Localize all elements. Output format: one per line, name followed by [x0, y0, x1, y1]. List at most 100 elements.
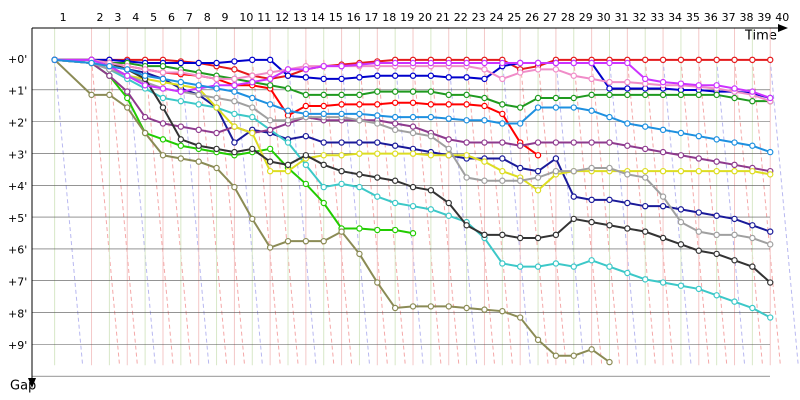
point [463, 117, 470, 124]
point [570, 352, 577, 359]
point [767, 56, 774, 64]
point [713, 292, 720, 299]
point [463, 174, 470, 181]
point [463, 152, 470, 159]
x-tick-label: 28 [561, 11, 575, 24]
point [624, 171, 631, 178]
point [338, 228, 345, 235]
point [659, 202, 667, 210]
point [266, 158, 274, 165]
point [249, 104, 256, 111]
point [302, 161, 310, 169]
point [463, 91, 470, 99]
lap-guide [341, 59, 371, 366]
point [534, 66, 542, 73]
point [606, 113, 613, 121]
point [409, 72, 417, 79]
point [552, 231, 560, 239]
point [391, 304, 399, 312]
point [231, 110, 238, 118]
point [374, 150, 381, 157]
point [124, 88, 131, 95]
x-tick-label: 9 [222, 11, 229, 24]
point [195, 158, 202, 165]
lap-guide [555, 59, 585, 366]
point [534, 152, 542, 159]
point [391, 142, 399, 149]
y-tick-label: +8' [8, 307, 27, 320]
point [677, 91, 685, 99]
series-line [54, 58, 771, 99]
point [249, 56, 256, 64]
x-tick-label: 4 [132, 11, 139, 24]
point [445, 115, 452, 122]
point [713, 158, 720, 165]
point [516, 69, 524, 76]
x-tick-label: 26 [525, 11, 539, 24]
point [302, 237, 310, 245]
point [588, 59, 595, 67]
point [481, 158, 488, 165]
point [445, 152, 452, 159]
lap-guide [769, 59, 799, 366]
point [409, 303, 417, 310]
x-tick-label: 35 [686, 11, 700, 24]
point [695, 285, 702, 293]
point [427, 101, 435, 108]
point [624, 120, 631, 127]
point [391, 72, 399, 79]
point [356, 74, 363, 81]
point [731, 139, 738, 146]
x-tick-label: 12 [275, 11, 289, 24]
lap-guide [573, 59, 603, 366]
point [499, 120, 506, 127]
point [391, 88, 399, 95]
point [302, 66, 310, 73]
point [356, 91, 363, 99]
point [320, 91, 327, 99]
point [624, 199, 631, 207]
point [284, 237, 292, 245]
point [552, 155, 560, 162]
point [534, 336, 542, 344]
point [552, 94, 560, 102]
point [516, 263, 524, 270]
lap-guide [734, 59, 764, 366]
point [677, 129, 685, 137]
lap-guide [91, 59, 121, 366]
point [677, 167, 685, 175]
point [570, 94, 577, 102]
point [231, 123, 238, 130]
point [588, 139, 595, 146]
point [195, 82, 202, 89]
point [356, 117, 363, 124]
point [231, 148, 238, 156]
point [516, 314, 524, 321]
lap-guide [144, 59, 174, 366]
lap-guide [305, 59, 335, 366]
point [588, 107, 595, 114]
point [338, 180, 345, 188]
lap-guide [591, 59, 621, 366]
lap-guide [716, 59, 746, 366]
point [731, 161, 738, 169]
point [499, 307, 506, 315]
point [213, 129, 220, 137]
point [374, 226, 381, 234]
point [141, 82, 149, 89]
x-tick-label: 38 [740, 11, 754, 24]
point [534, 139, 542, 146]
point [427, 113, 435, 121]
point [213, 85, 220, 92]
point [159, 75, 167, 83]
point [124, 94, 131, 102]
point [338, 139, 345, 146]
point [159, 104, 167, 111]
x-tick-label: 1 [60, 11, 67, 24]
point [677, 218, 685, 226]
point [606, 358, 613, 366]
point [445, 199, 452, 207]
point [659, 167, 667, 175]
point [141, 72, 149, 79]
